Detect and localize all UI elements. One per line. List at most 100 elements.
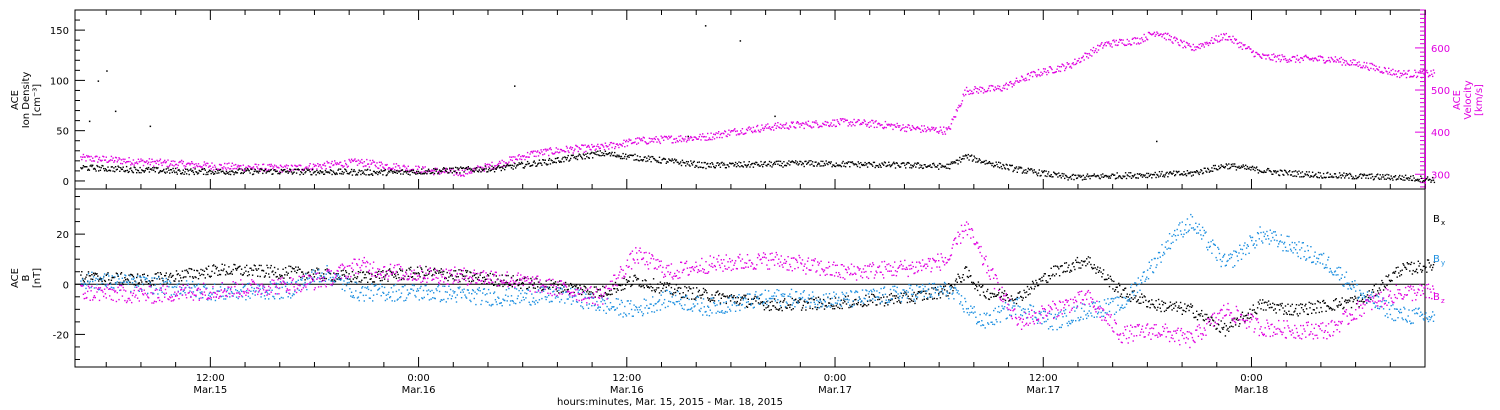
velocity-series-point	[275, 165, 277, 167]
b-series-Bx-point	[1158, 303, 1161, 305]
b-series-Bx-point	[378, 277, 381, 279]
velocity-series-point	[81, 158, 83, 161]
density-series-point	[317, 171, 319, 174]
velocity-series-point	[434, 167, 436, 169]
b-series-Bx-point	[652, 287, 654, 289]
density-series-point	[493, 166, 495, 169]
density-series-point	[162, 170, 164, 172]
density-series-point	[553, 161, 556, 163]
velocity-series-point	[818, 126, 821, 128]
b-series-Bx-point	[288, 265, 290, 267]
b-series-Bx-point	[1409, 270, 1411, 272]
velocity-series-point	[858, 119, 860, 121]
velocity-series-point	[213, 164, 216, 167]
density-series-point	[736, 163, 738, 165]
velocity-series-point	[571, 147, 574, 149]
density-series-point	[664, 158, 667, 160]
density-series-point	[1274, 170, 1276, 172]
b-series-Bx-point	[503, 279, 505, 281]
density-series-point	[694, 166, 696, 168]
density-series-point	[1237, 167, 1239, 169]
b-series-Bx-point	[796, 302, 799, 304]
b-series-Bx-point	[452, 278, 454, 280]
density-series-point	[922, 167, 925, 169]
velocity-series-point	[1388, 71, 1391, 73]
b-series-Bx-point	[251, 269, 253, 271]
density-series-point	[840, 165, 843, 168]
velocity-series-point	[1368, 69, 1370, 71]
velocity-series-point	[232, 168, 234, 170]
density-series-point	[916, 162, 919, 164]
velocity-series-point	[156, 159, 158, 162]
density-series-point	[539, 162, 541, 164]
velocity-series-point	[185, 165, 187, 167]
density-series-point	[892, 162, 894, 165]
density-series-point	[259, 168, 261, 170]
density-series-point	[1238, 165, 1240, 168]
b-series-By-point	[98, 288, 101, 290]
velocity-series-point	[942, 133, 944, 135]
velocity-series-point	[1020, 80, 1022, 82]
b-series-Bx-point	[259, 275, 261, 278]
velocity-series-point	[120, 162, 122, 165]
velocity-series-point	[739, 133, 741, 135]
b-series-Bx-point	[107, 272, 109, 274]
velocity-series-point	[201, 166, 203, 168]
velocity-series-point	[1001, 90, 1003, 92]
velocity-series-point	[1093, 51, 1095, 54]
velocity-series-point	[1111, 46, 1113, 48]
velocity-series-point	[257, 164, 260, 166]
b-series-Bx-point	[1193, 316, 1195, 319]
density-series-point	[747, 163, 749, 166]
density-series-point	[1167, 176, 1169, 178]
density-series-point	[207, 171, 210, 173]
b-series-Bx-point	[411, 276, 413, 278]
velocity-series-point	[125, 161, 128, 163]
density-series-point	[633, 159, 635, 161]
b-series-Bx-point	[468, 280, 470, 283]
b-series-Bx-point	[1391, 280, 1393, 282]
b-series-Bx-point	[1243, 315, 1245, 317]
density-series-point	[1057, 176, 1059, 178]
velocity-series-point	[1053, 71, 1056, 74]
b-series-Bx-point	[926, 298, 928, 300]
b-series-Bx-point	[1250, 317, 1252, 319]
velocity-series-point	[579, 148, 581, 150]
density-series-point	[794, 162, 796, 164]
density-series-point	[831, 166, 833, 168]
b-series-Bx-point	[177, 273, 179, 275]
velocity-series-point	[171, 164, 173, 166]
velocity-series-point	[1325, 60, 1327, 63]
density-series-point	[401, 169, 404, 171]
velocity-series-point	[718, 131, 720, 133]
b-series-Bx-point	[131, 274, 134, 277]
b-series-Bx-point	[1342, 307, 1344, 310]
b-series-Bx-point	[817, 306, 819, 309]
velocity-series-point	[1073, 63, 1075, 66]
density-series-point	[212, 171, 214, 174]
b-series-By-point	[90, 286, 92, 289]
velocity-series-point	[653, 137, 656, 140]
density-series-point	[514, 162, 516, 165]
b-series-Bx-point	[1134, 297, 1136, 299]
b-series-Bx-point	[905, 293, 908, 295]
velocity-series-point	[1171, 41, 1173, 43]
b-series-Bx-point	[965, 266, 967, 268]
density-series-point	[87, 168, 90, 170]
density-series-point	[1119, 176, 1122, 178]
density-series-point	[1394, 175, 1397, 177]
density-series-point	[1256, 166, 1258, 168]
velocity-series-point	[1289, 59, 1292, 62]
b-series-Bx-point	[1088, 261, 1090, 263]
b-series-Bx-point	[1099, 267, 1101, 269]
density-series-point	[462, 167, 464, 169]
density-series-point	[1091, 175, 1093, 177]
density-series-point	[844, 162, 846, 165]
density-series-point	[1201, 172, 1204, 175]
density-series-point	[201, 168, 203, 170]
velocity-series-point	[1037, 68, 1040, 71]
b-series-Bx-point	[1132, 298, 1134, 300]
velocity-series-point	[86, 154, 88, 157]
density-series-point	[616, 154, 618, 156]
density-series-point	[869, 163, 871, 165]
